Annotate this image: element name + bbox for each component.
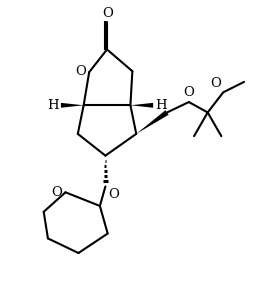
Polygon shape	[136, 110, 169, 134]
Text: O: O	[51, 186, 62, 199]
Polygon shape	[130, 103, 153, 108]
Text: H: H	[155, 99, 167, 112]
Text: H: H	[47, 99, 59, 112]
Polygon shape	[61, 103, 84, 108]
Text: O: O	[75, 65, 86, 78]
Text: O: O	[109, 188, 119, 201]
Text: O: O	[210, 77, 221, 90]
Text: O: O	[103, 7, 114, 20]
Text: O: O	[183, 86, 194, 99]
